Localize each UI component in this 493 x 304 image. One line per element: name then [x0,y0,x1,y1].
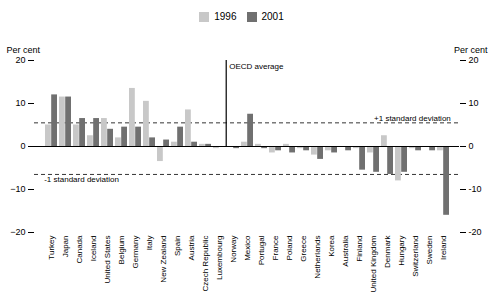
svg-text:Portugal: Portugal [257,235,266,265]
svg-text:Italy: Italy [145,236,154,251]
svg-text:Germany: Germany [131,236,140,269]
svg-text:Denmark: Denmark [383,235,392,268]
svg-text:Iceland: Iceland [89,236,98,262]
svg-text:Australia: Australia [341,235,350,267]
svg-text:Spain: Spain [173,236,182,256]
svg-text:Sweden: Sweden [425,236,434,265]
html-text:1996: 1996 [214,11,237,22]
svg-text:10: 10 [469,98,479,108]
html-text:2001: 2001 [261,11,284,22]
svg-text:Austria: Austria [187,235,196,260]
svg-text:Korea: Korea [327,235,336,257]
svg-text:−10: −10 [10,184,25,194]
svg-text:Norway: Norway [229,236,238,263]
svg-text:Switzerland: Switzerland [411,236,420,277]
svg-text:Luxembourg: Luxembourg [215,236,224,280]
svg-text:−20: −20 [10,227,25,237]
svg-text:+1 standard deviation: +1 standard deviation [374,114,451,123]
svg-text:0: 0 [20,141,25,151]
svg-text:OECD average: OECD average [229,62,284,71]
svg-text:Per cent: Per cent [454,45,488,55]
svg-text:-10: -10 [469,184,482,194]
svg-text:United Kingdom: United Kingdom [369,235,378,292]
svg-text:Belgium: Belgium [117,235,126,264]
svg-text:10: 10 [15,98,25,108]
svg-text:Hungary: Hungary [397,236,406,266]
svg-text:Czech Republic: Czech Republic [201,236,210,292]
svg-text:Netherlands: Netherlands [313,236,322,279]
svg-text:0: 0 [469,141,474,151]
svg-text:New Zealand: New Zealand [159,236,168,283]
svg-text:20: 20 [469,55,479,65]
svg-text:Per cent: Per cent [7,45,41,55]
svg-text:France: France [271,235,280,260]
svg-text:Japan: Japan [61,236,70,258]
svg-text:Poland: Poland [285,236,294,261]
svg-text:Turkey: Turkey [47,236,56,260]
svg-text:United States: United States [103,236,112,284]
svg-text:20: 20 [15,55,25,65]
svg-text:-1 standard deviation: -1 standard deviation [44,175,119,184]
svg-text:Ireland: Ireland [439,236,448,260]
svg-text:Finland: Finland [355,236,364,262]
svg-text:Mexico: Mexico [243,235,252,261]
svg-text:-20: -20 [469,227,482,237]
svg-text:Greece: Greece [299,235,308,262]
svg-text:Canada: Canada [75,235,84,264]
